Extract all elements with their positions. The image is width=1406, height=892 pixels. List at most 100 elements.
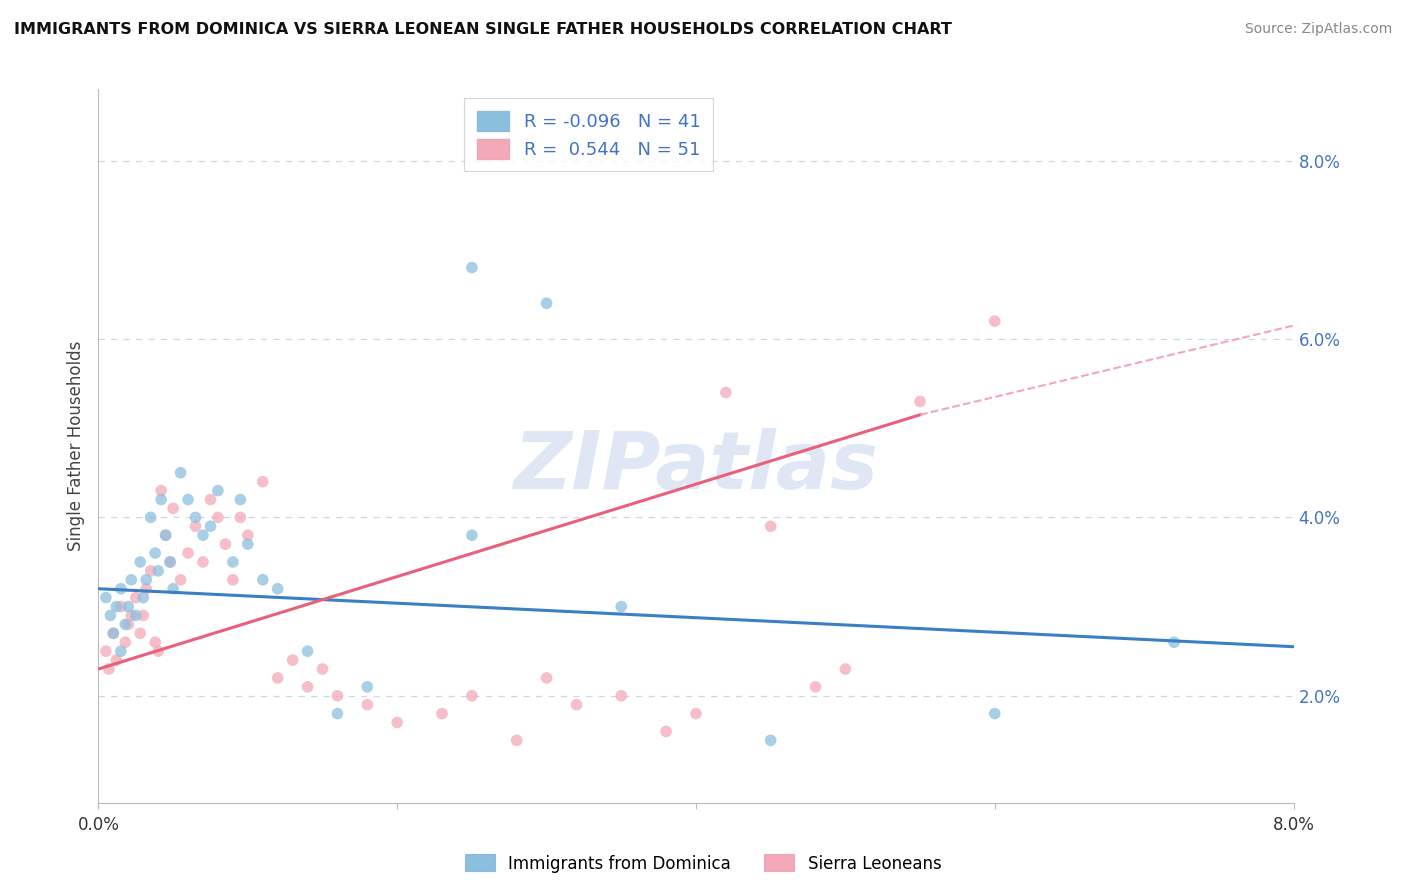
Point bbox=[169, 573, 191, 587]
Point bbox=[97, 662, 120, 676]
Point bbox=[143, 546, 166, 560]
Point bbox=[139, 564, 162, 578]
Point bbox=[908, 394, 931, 409]
Point bbox=[461, 689, 484, 703]
Point bbox=[267, 582, 290, 596]
Point bbox=[103, 626, 125, 640]
Point bbox=[132, 591, 155, 605]
Point bbox=[162, 582, 184, 596]
Point bbox=[105, 653, 128, 667]
Point bbox=[191, 555, 214, 569]
Text: 8.0%: 8.0% bbox=[1272, 816, 1315, 834]
Point bbox=[536, 671, 558, 685]
Point bbox=[326, 706, 349, 721]
Point bbox=[110, 644, 132, 658]
Point bbox=[610, 689, 633, 703]
Point bbox=[125, 608, 148, 623]
Point bbox=[655, 724, 678, 739]
Point bbox=[759, 519, 782, 533]
Point bbox=[214, 537, 236, 551]
Point bbox=[148, 564, 170, 578]
Point bbox=[114, 617, 136, 632]
Point bbox=[311, 662, 333, 676]
Point bbox=[610, 599, 633, 614]
Point bbox=[356, 698, 378, 712]
Point bbox=[169, 466, 191, 480]
Point bbox=[129, 626, 152, 640]
Point bbox=[184, 510, 207, 524]
Point bbox=[356, 680, 378, 694]
Point bbox=[759, 733, 782, 747]
Legend: Immigrants from Dominica, Sierra Leoneans: Immigrants from Dominica, Sierra Leonean… bbox=[458, 847, 948, 880]
Point bbox=[110, 582, 132, 596]
Y-axis label: Single Father Households: Single Father Households bbox=[66, 341, 84, 551]
Point bbox=[155, 528, 177, 542]
Point bbox=[184, 519, 207, 533]
Point bbox=[110, 599, 132, 614]
Point bbox=[252, 573, 274, 587]
Point bbox=[200, 519, 222, 533]
Point bbox=[430, 706, 453, 721]
Point bbox=[105, 599, 128, 614]
Point bbox=[984, 706, 1007, 721]
Point bbox=[139, 510, 162, 524]
Point bbox=[222, 555, 245, 569]
Point bbox=[114, 635, 136, 649]
Point bbox=[143, 635, 166, 649]
Point bbox=[94, 591, 117, 605]
Point bbox=[385, 715, 409, 730]
Point bbox=[135, 582, 157, 596]
Point bbox=[191, 528, 214, 542]
Point bbox=[506, 733, 529, 747]
Point bbox=[155, 528, 177, 542]
Point bbox=[120, 573, 142, 587]
Point bbox=[714, 385, 737, 400]
Point bbox=[132, 608, 155, 623]
Legend: R = -0.096   N = 41, R =  0.544   N = 51: R = -0.096 N = 41, R = 0.544 N = 51 bbox=[464, 98, 713, 171]
Point bbox=[267, 671, 290, 685]
Point bbox=[159, 555, 181, 569]
Point bbox=[834, 662, 856, 676]
Text: IMMIGRANTS FROM DOMINICA VS SIERRA LEONEAN SINGLE FATHER HOUSEHOLDS CORRELATION : IMMIGRANTS FROM DOMINICA VS SIERRA LEONE… bbox=[14, 22, 952, 37]
Point bbox=[207, 483, 229, 498]
Point bbox=[117, 617, 139, 632]
Point bbox=[150, 492, 173, 507]
Point bbox=[236, 537, 259, 551]
Point bbox=[207, 510, 229, 524]
Point bbox=[117, 599, 139, 614]
Point bbox=[125, 591, 148, 605]
Point bbox=[94, 644, 117, 658]
Point bbox=[200, 492, 222, 507]
Point bbox=[236, 528, 259, 542]
Point bbox=[804, 680, 827, 694]
Point bbox=[565, 698, 588, 712]
Text: Source: ZipAtlas.com: Source: ZipAtlas.com bbox=[1244, 22, 1392, 37]
Point bbox=[150, 483, 173, 498]
Point bbox=[984, 314, 1007, 328]
Point bbox=[135, 573, 157, 587]
Point bbox=[252, 475, 274, 489]
Point bbox=[159, 555, 181, 569]
Point bbox=[162, 501, 184, 516]
Point bbox=[177, 546, 200, 560]
Point bbox=[326, 689, 349, 703]
Point bbox=[229, 510, 252, 524]
Point bbox=[685, 706, 707, 721]
Point bbox=[98, 608, 122, 623]
Point bbox=[177, 492, 200, 507]
Point bbox=[129, 555, 152, 569]
Point bbox=[281, 653, 304, 667]
Point bbox=[461, 260, 484, 275]
Point bbox=[103, 626, 125, 640]
Point bbox=[120, 608, 142, 623]
Point bbox=[222, 573, 245, 587]
Point bbox=[148, 644, 170, 658]
Point bbox=[297, 644, 319, 658]
Point bbox=[229, 492, 252, 507]
Text: ZIPatlas: ZIPatlas bbox=[513, 428, 879, 507]
Point bbox=[536, 296, 558, 310]
Text: 0.0%: 0.0% bbox=[77, 816, 120, 834]
Point bbox=[461, 528, 484, 542]
Point bbox=[297, 680, 319, 694]
Point bbox=[1163, 635, 1185, 649]
